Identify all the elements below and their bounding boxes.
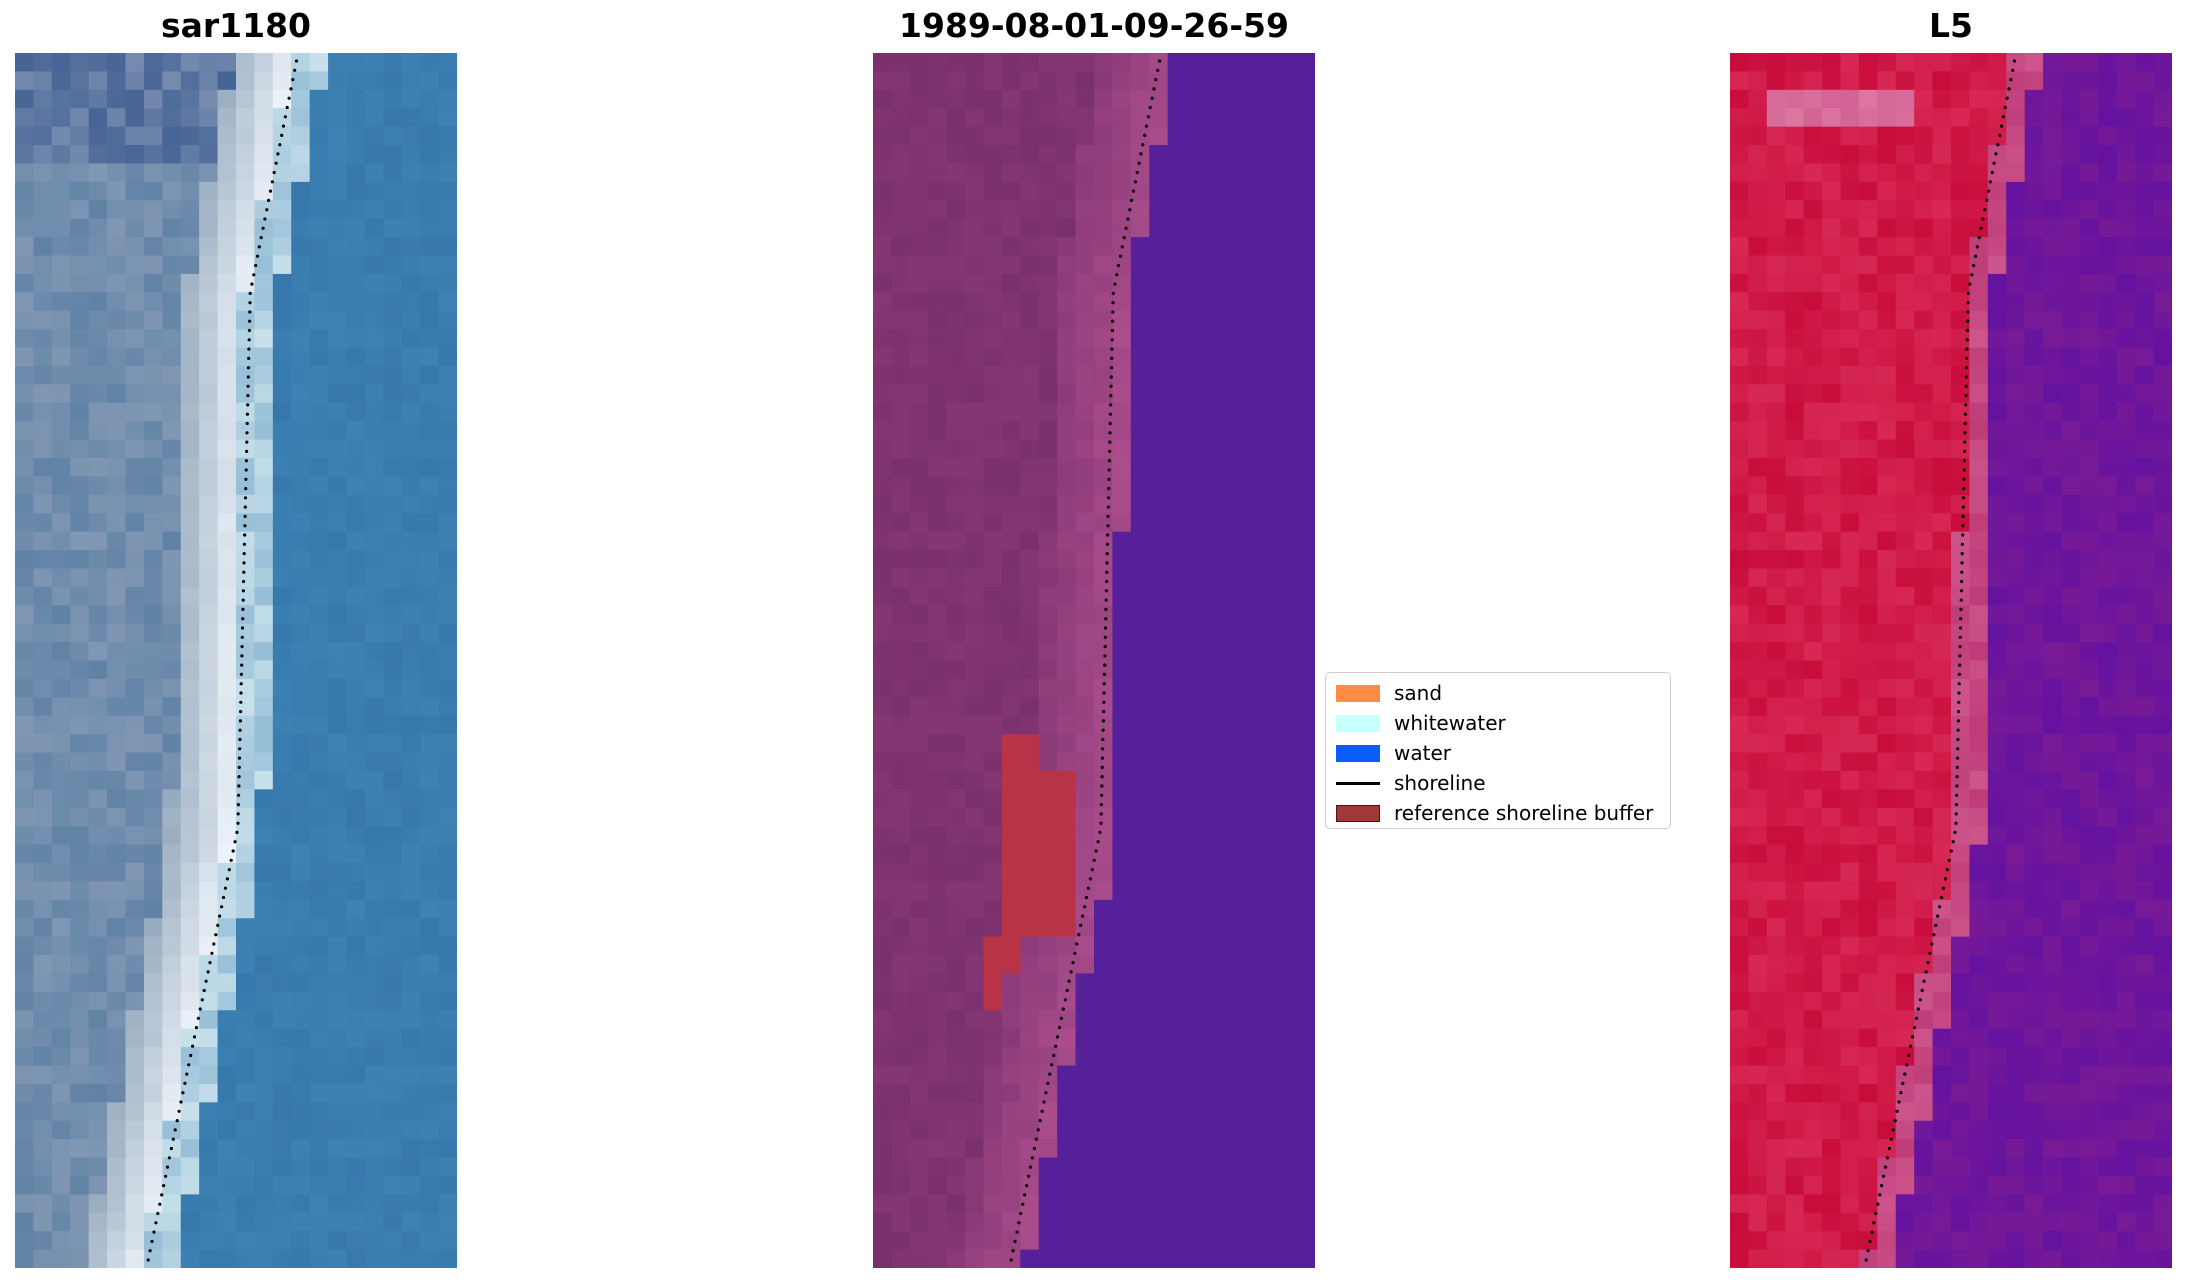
shoreline-dots — [1864, 59, 2017, 1262]
rgb-image — [15, 53, 457, 1268]
sand-swatch — [1336, 685, 1380, 702]
shoreline-dots — [1009, 59, 1162, 1262]
index-image — [1730, 53, 2172, 1268]
whitewater-swatch — [1336, 715, 1380, 732]
legend-label: whitewater — [1394, 711, 1506, 735]
panel-title: sar1180 — [160, 6, 312, 45]
water-swatch — [1336, 745, 1380, 762]
pixel-grid — [1730, 53, 2172, 1268]
legend-label: reference shoreline buffer — [1394, 801, 1654, 825]
legend-label: shoreline — [1394, 771, 1486, 795]
shoreline-dots — [146, 59, 299, 1262]
legend-item-shoreline: shoreline — [1326, 767, 1670, 797]
panel-rgb: sar1180 — [15, 6, 457, 1268]
panel-title: 1989-08-01-09-26-59 — [899, 6, 1289, 45]
pixel-grid — [15, 53, 457, 1268]
panel-index: L5 — [1730, 6, 2172, 1268]
panel-title: L5 — [1929, 6, 1973, 45]
classified-image — [873, 53, 1315, 1268]
legend-item-sand: sand — [1326, 677, 1670, 707]
legend-item-reference-buffer: reference shoreline buffer — [1326, 797, 1670, 827]
legend-label: sand — [1394, 681, 1443, 705]
panel-classified: 1989-08-01-09-26-59 — [873, 6, 1315, 1268]
reference-buffer-swatch — [1336, 805, 1380, 822]
legend: sand whitewater water shoreline referenc… — [1325, 672, 1671, 829]
legend-item-whitewater: whitewater — [1326, 707, 1670, 737]
legend-label: water — [1394, 741, 1451, 765]
shoreline-line-swatch — [1336, 782, 1380, 785]
pixel-grid — [873, 53, 1315, 1268]
legend-item-water: water — [1326, 737, 1670, 767]
